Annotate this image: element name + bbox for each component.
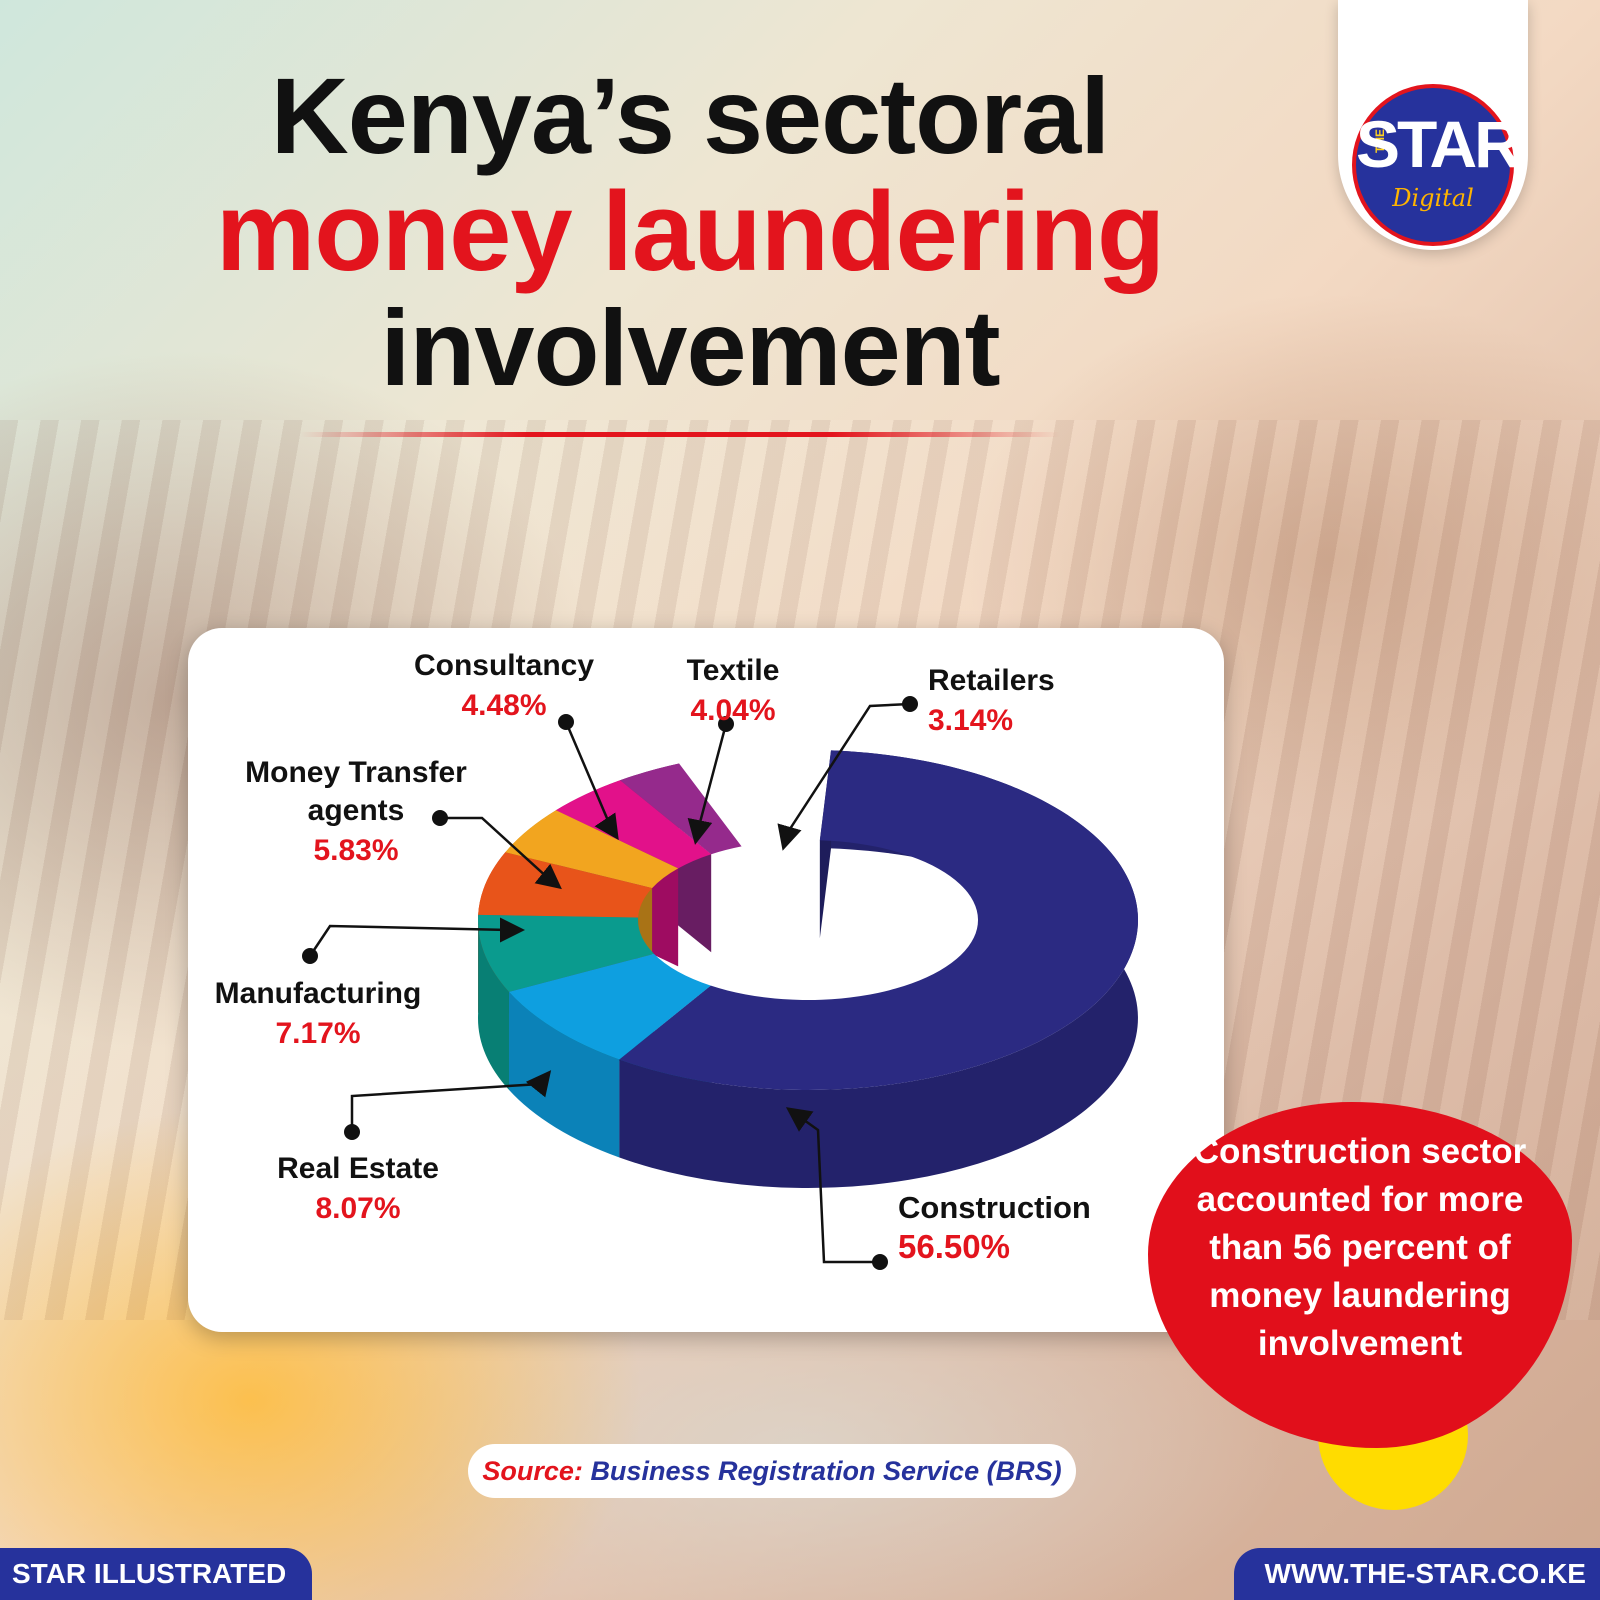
the-star-logo[interactable]: THE STAR Digital (1338, 0, 1528, 250)
slice-label-manufacturing: Manufacturing (215, 977, 422, 1010)
slice-value-retailers: 3.14% (928, 704, 1013, 737)
callout-blob (1148, 1102, 1572, 1448)
leader-dot-textile (718, 716, 734, 732)
slice-label-textile: Textile (687, 654, 780, 687)
slice-value-manufacturing: 7.17% (275, 1017, 360, 1050)
leader-dot-construction (872, 1254, 888, 1270)
logo-digital-text: Digital (1392, 184, 1474, 212)
slice-value-textile: 4.04% (690, 694, 775, 727)
logo-circle: THE STAR Digital (1352, 84, 1522, 246)
leader-line-manufacturing (308, 917, 525, 957)
leader-line-money-transfer-agents (440, 816, 562, 890)
leader-line-real-estate (350, 1070, 552, 1132)
slice-label-construction: Construction (898, 1190, 1091, 1225)
footer-website-link[interactable]: WWW.THE-STAR.CO.KE (1234, 1548, 1600, 1600)
leader-line-construction (785, 1107, 880, 1264)
slice-label-real-estate: Real Estate (277, 1152, 439, 1185)
slice-value-consultancy: 4.48% (461, 689, 546, 722)
title-underline (300, 432, 1060, 437)
source-value: Business Registration Service (BRS) (590, 1456, 1062, 1486)
slice-label-consultancy: Consultancy (414, 649, 594, 682)
slice-top (619, 750, 1139, 1091)
leader-dot-real-estate (344, 1124, 360, 1140)
title-line-2: money laundering (215, 169, 1166, 294)
footer-star-illustrated: STAR ILLUSTRATED (0, 1548, 312, 1600)
slice-side (508, 991, 620, 1158)
slice-top (505, 810, 679, 889)
leader-line-retailers (777, 702, 911, 851)
slice-value-money-transfer-agents: 5.83% (313, 834, 398, 867)
slice-value-real-estate: 8.07% (315, 1192, 400, 1225)
callout-text: Construction sector accounted for more t… (1193, 1132, 1527, 1363)
slice-side (478, 914, 509, 1090)
slice-top (509, 953, 711, 1060)
leader-line-textile (687, 723, 728, 845)
slice-construction (619, 750, 1139, 1188)
title-line-3: involvement (380, 287, 1000, 408)
page-title: Kenya’s sectoral money laundering involv… (0, 62, 1380, 402)
source-pill: Source: Business Registration Service (B… (468, 1444, 1076, 1498)
slice-top (555, 780, 712, 869)
title-line-1: Kenya’s sectoral (270, 55, 1110, 176)
slice-top (478, 852, 653, 918)
source-prefix: Source: (482, 1456, 583, 1486)
leader-dot-retailers (902, 696, 918, 712)
slice-label-retailers: Retailers (928, 664, 1055, 697)
slice-value-construction: 56.50% (898, 1228, 1010, 1265)
leader-dot-manufacturing (302, 948, 318, 964)
slice-label-money-transfer-agents: agents (308, 794, 405, 827)
leader-dot-consultancy (558, 714, 574, 730)
leader-dot-money-transfer-agents (432, 810, 448, 826)
slice-label-money-transfer-agents: Money Transfer (245, 756, 467, 789)
leader-line-consultancy (564, 721, 619, 841)
logo-star-text: STAR (1356, 107, 1522, 181)
